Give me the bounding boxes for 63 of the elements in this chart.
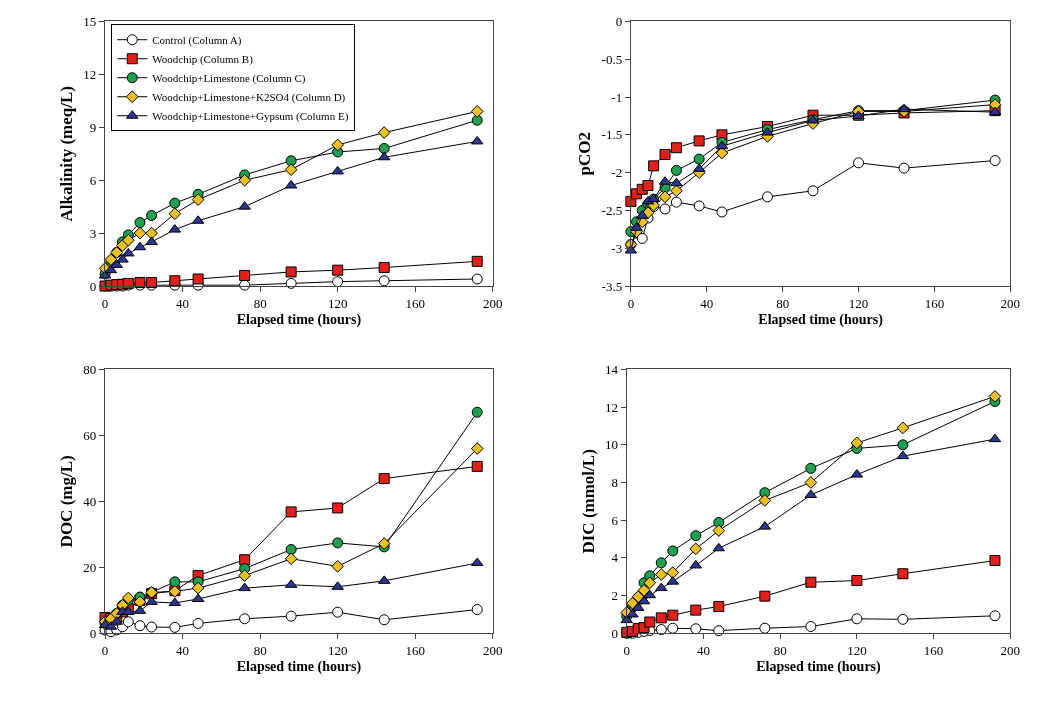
x-tick-label: 40 <box>176 295 190 311</box>
y-tick-label: 6 <box>89 172 97 188</box>
y-tick-label: -1.5 <box>601 127 623 143</box>
y-tick-label: -3.5 <box>601 278 623 294</box>
x-axis-title: Elapsed time (hours) <box>756 659 882 676</box>
y-axis-title: DOC (mg/L) <box>56 455 76 548</box>
legend-label: Woodchip+Limestone+K2SO4 (Column D) <box>152 91 346 105</box>
y-axis-title: DIC (mmol/L) <box>578 449 598 554</box>
x-tick-label: 80 <box>776 295 790 311</box>
y-tick-label: -3 <box>611 240 623 256</box>
y-tick-label: 14 <box>605 361 619 377</box>
x-tick-label: 120 <box>327 643 348 658</box>
y-tick-label: -0.5 <box>601 51 623 67</box>
x-tick-label: 120 <box>847 643 867 658</box>
x-tick-label: 200 <box>482 295 503 311</box>
legend-label: Control (Column A) <box>152 34 242 48</box>
y-tick-label: 12 <box>605 399 619 415</box>
x-tick-label: 200 <box>1000 295 1021 311</box>
y-tick-label: -1 <box>611 89 623 105</box>
x-tick-label: 40 <box>700 295 714 311</box>
x-tick-label: 160 <box>405 295 425 311</box>
x-tick-label: 120 <box>327 295 348 311</box>
x-tick-label: 200 <box>1000 643 1021 658</box>
x-tick-label: 200 <box>482 643 503 658</box>
y-tick-label: 0 <box>89 278 97 294</box>
legend-label: Woodchip+Limestone+Gypsum (Column E) <box>152 110 349 124</box>
x-tick-label: 40 <box>176 643 190 658</box>
y-tick-label: 3 <box>89 225 97 241</box>
y-tick-label: -2.5 <box>601 203 623 218</box>
x-axis-title: Elapsed time (hours) <box>758 312 884 329</box>
x-axis-title: Elapsed time (hours) <box>236 659 362 676</box>
x-tick-label: 0 <box>101 643 109 658</box>
y-tick-label: 4 <box>611 550 619 566</box>
y-tick-label: 0 <box>89 625 97 641</box>
y-tick-label: 10 <box>605 437 619 453</box>
x-tick-label: 0 <box>101 295 109 311</box>
y-tick-label: 6 <box>611 512 619 528</box>
y-axis-title: pCO2 <box>575 132 595 176</box>
y-tick-label: -2 <box>611 165 623 181</box>
x-tick-label: 80 <box>773 643 787 658</box>
y-tick-label: 40 <box>83 493 97 509</box>
y-tick-label: 2 <box>611 588 619 604</box>
legend-label: Woodchip+Limestone (Column C) <box>152 72 306 86</box>
y-axis-title: Alkalinity (meq/L) <box>56 85 76 222</box>
x-tick-label: 160 <box>924 295 945 311</box>
x-tick-label: 160 <box>405 643 425 658</box>
x-axis-title: Elapsed time (hours) <box>236 312 362 329</box>
x-tick-label: 120 <box>848 295 869 311</box>
y-tick-label: 12 <box>83 66 97 82</box>
x-tick-label: 80 <box>253 295 267 311</box>
x-tick-label: 0 <box>627 295 635 311</box>
y-tick-label: 15 <box>83 14 97 30</box>
y-tick-label: 8 <box>611 475 619 491</box>
y-tick-label: 60 <box>83 427 97 443</box>
y-tick-label: 9 <box>89 119 97 135</box>
y-tick-label: 20 <box>83 559 97 575</box>
y-tick-label: 80 <box>83 361 97 377</box>
x-tick-label: 160 <box>923 643 944 658</box>
legend-label: Woodchip (Column B) <box>152 53 254 67</box>
x-tick-label: 40 <box>696 643 710 658</box>
x-tick-label: 80 <box>253 643 267 658</box>
y-tick-label: 0 <box>615 14 623 30</box>
y-tick-label: 0 <box>611 625 619 641</box>
